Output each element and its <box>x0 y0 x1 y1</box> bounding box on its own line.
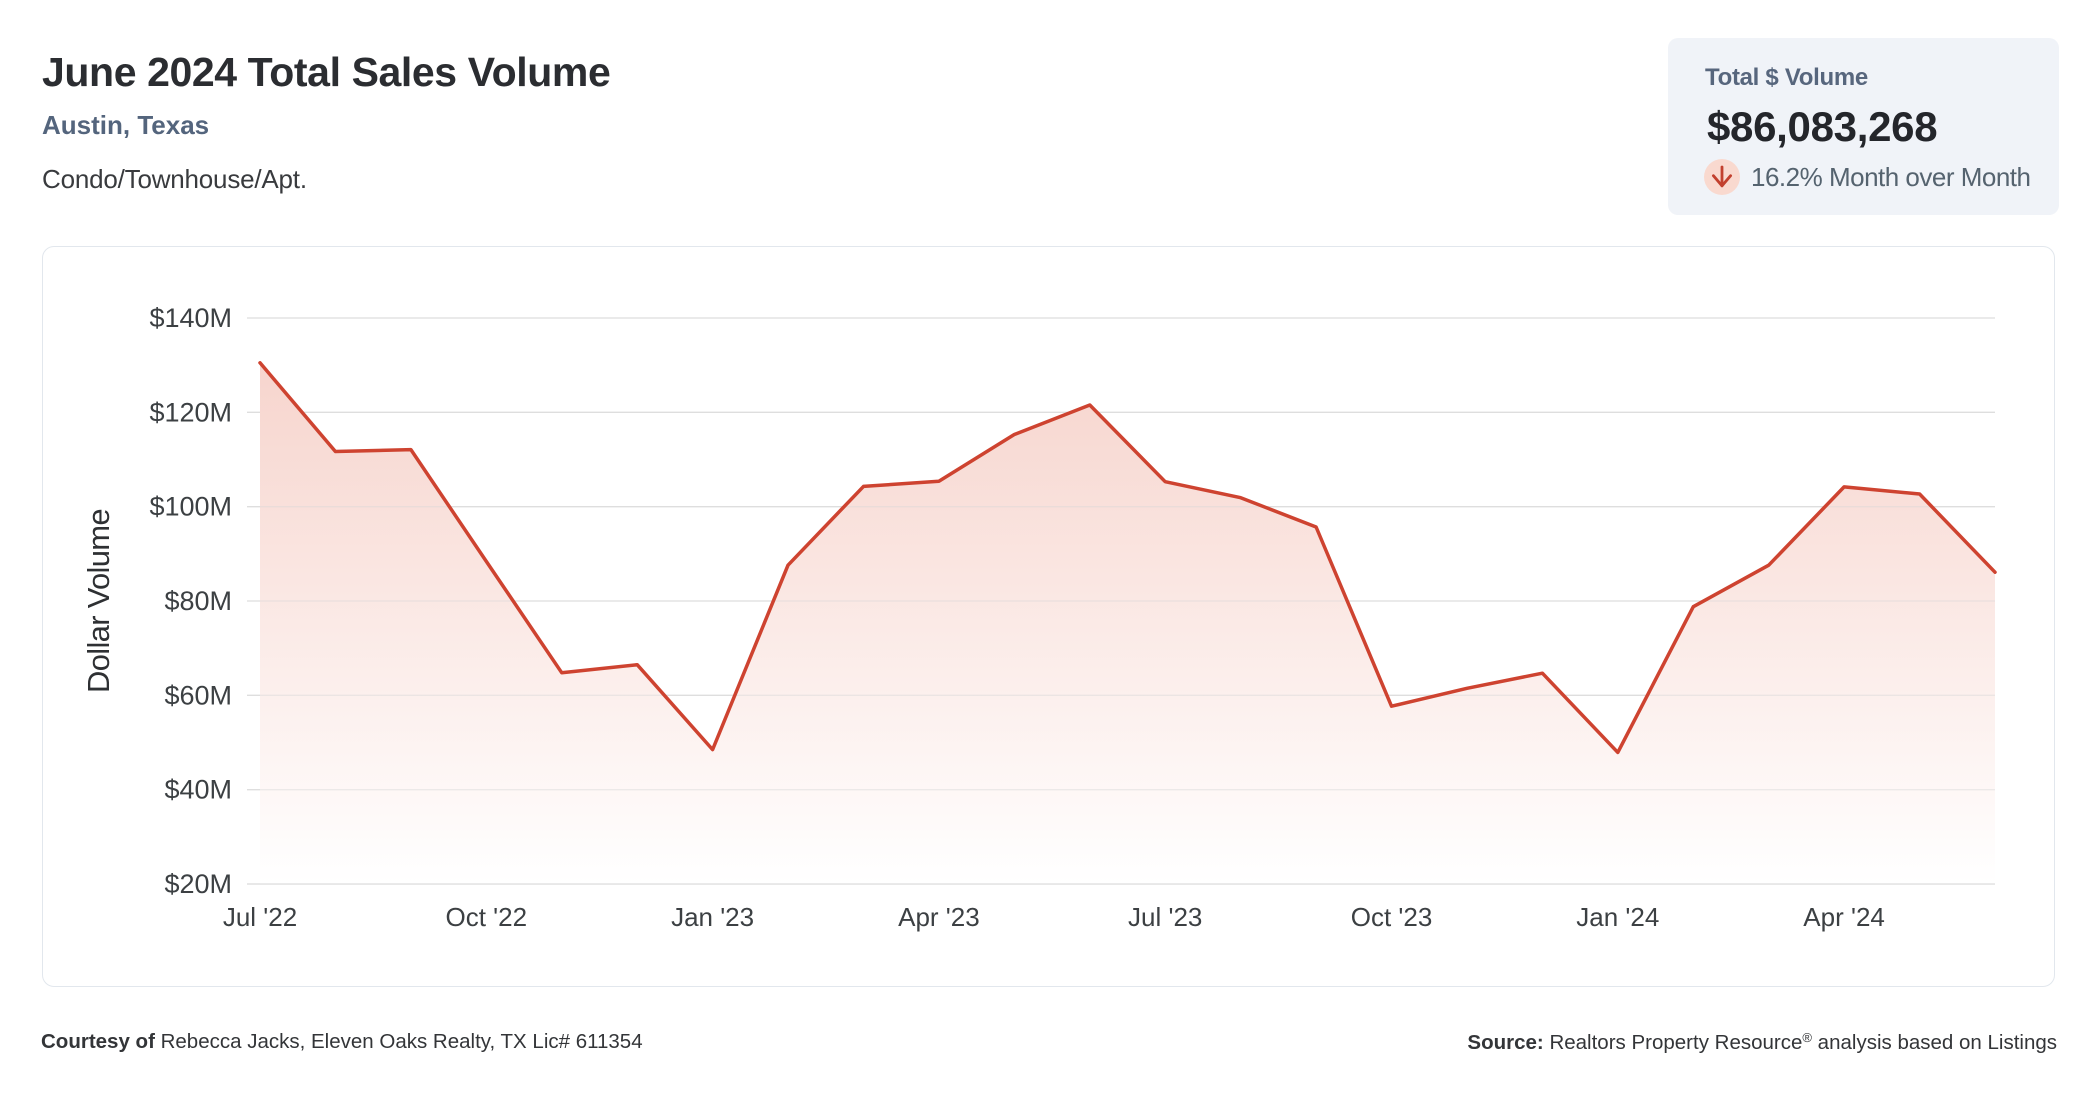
svg-text:Apr '24: Apr '24 <box>1803 902 1885 932</box>
svg-text:Apr '23: Apr '23 <box>898 902 980 932</box>
svg-text:$40M: $40M <box>164 775 232 805</box>
svg-text:$80M: $80M <box>164 586 232 616</box>
svg-text:$120M: $120M <box>149 397 232 427</box>
svg-text:Jan '24: Jan '24 <box>1576 902 1659 932</box>
svg-text:$20M: $20M <box>164 869 232 899</box>
svg-text:Dollar Volume: Dollar Volume <box>81 509 116 693</box>
svg-text:$100M: $100M <box>149 492 232 522</box>
svg-text:$140M: $140M <box>149 303 232 333</box>
svg-text:$60M: $60M <box>164 680 232 710</box>
svg-text:Jul '23: Jul '23 <box>1128 902 1202 932</box>
svg-text:Oct '22: Oct '22 <box>446 902 528 932</box>
svg-text:Jul '22: Jul '22 <box>223 902 297 932</box>
svg-text:Oct '23: Oct '23 <box>1351 902 1433 932</box>
svg-text:Jan '23: Jan '23 <box>671 902 754 932</box>
